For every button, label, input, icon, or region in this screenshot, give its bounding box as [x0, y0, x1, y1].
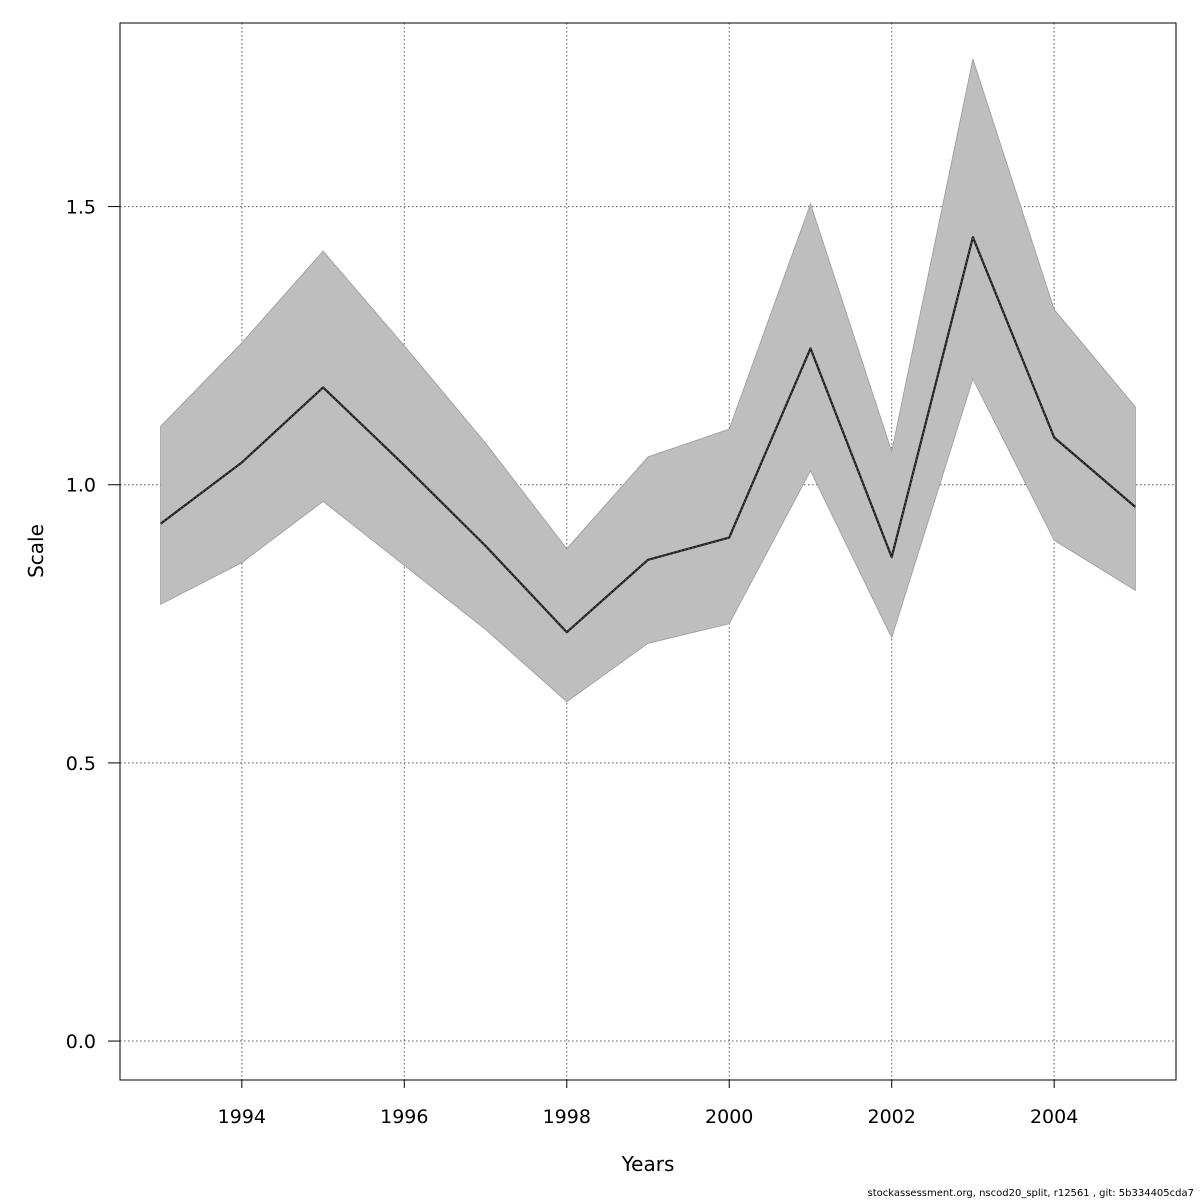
x-tick-label-1994: 1994: [218, 1106, 266, 1128]
x-axis: 1994 1996 1998 2000 2002 2004: [218, 1080, 1078, 1128]
estimate-line-overlay: [160, 235, 1136, 633]
confidence-band: [160, 57, 1136, 703]
series-line: [159, 235, 1137, 634]
y-axis: 0.0 0.5 1.0 1.5: [66, 197, 120, 1053]
x-tick-label-1998: 1998: [543, 1106, 591, 1128]
x-tick-label-2002: 2002: [868, 1106, 916, 1128]
x-tick-label-1996: 1996: [380, 1106, 428, 1128]
confidence-band-area: [160, 57, 1136, 703]
x-tick-label-2004: 2004: [1030, 1106, 1078, 1128]
y-tick-label-0.0: 0.0: [66, 1031, 96, 1053]
y-axis-title: Scale: [24, 524, 48, 578]
y-tick-label-0.5: 0.5: [66, 753, 96, 775]
plot-frame: [119, 22, 1177, 1081]
footer-credit: stockassessment.org, nscod20_split, r125…: [867, 1188, 1194, 1199]
x-axis-title: Years: [621, 1152, 675, 1176]
y-tick-label-1.0: 1.0: [66, 475, 96, 497]
y-tick-label-1.5: 1.5: [66, 197, 96, 219]
x-tick-label-2000: 2000: [705, 1106, 753, 1128]
